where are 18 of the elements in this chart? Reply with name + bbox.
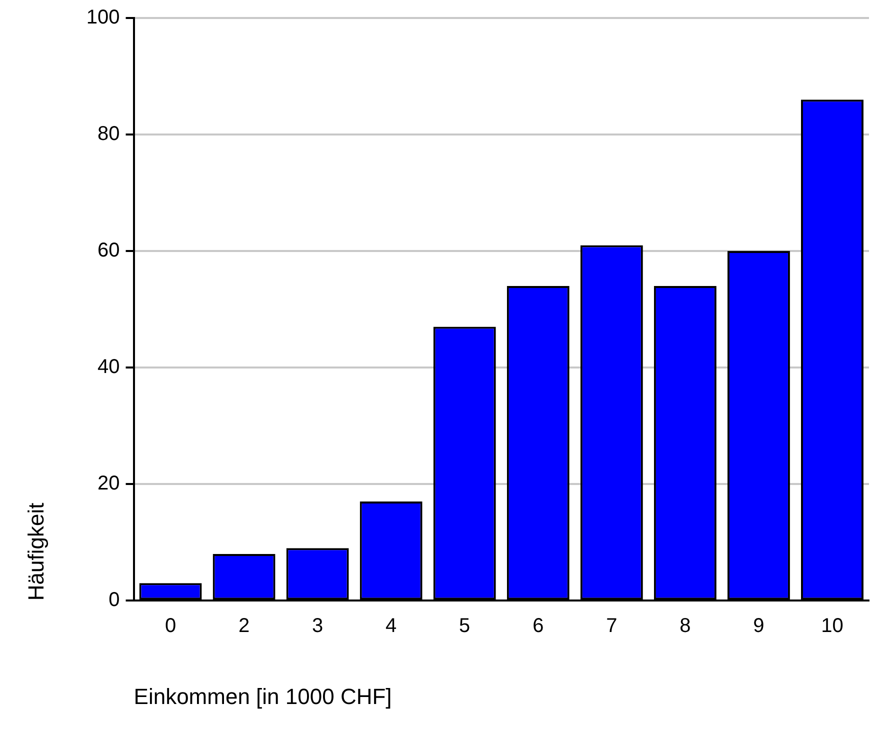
- y-tick-label: 40: [98, 356, 120, 378]
- y-tick-label: 60: [98, 240, 120, 262]
- x-axis-title: Einkommen [in 1000 CHF]: [134, 684, 392, 709]
- x-tick-label: 6: [532, 615, 544, 638]
- x-tick-label: 10: [821, 615, 844, 638]
- y-axis-title: Häufigkeit: [23, 502, 48, 601]
- y-tick-label: 80: [98, 123, 120, 146]
- y-tick-label: 100: [86, 6, 120, 29]
- x-tick-label: 7: [606, 615, 618, 638]
- x-tick-label: 0: [164, 615, 176, 638]
- y-tick-label: 20: [98, 472, 120, 495]
- x-tick-label: 2: [238, 615, 250, 638]
- x-tick-label: 3: [312, 615, 324, 638]
- x-tick-label: 5: [459, 615, 470, 638]
- x-tick-label: 9: [753, 615, 764, 638]
- y-tick-label: 0: [108, 589, 120, 612]
- x-tick-label: 8: [680, 615, 691, 638]
- x-tick-label: 4: [386, 615, 397, 638]
